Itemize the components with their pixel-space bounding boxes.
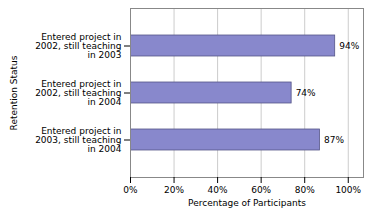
svg-text:100%: 100%: [335, 185, 361, 195]
svg-text:40%: 40%: [208, 185, 228, 195]
svg-text:Entered project in2002, still: Entered project in2002, still teachingin…: [35, 79, 122, 107]
svg-text:Entered project in2003, still: Entered project in2003, still teachingin…: [35, 126, 122, 154]
svg-text:94%: 94%: [339, 41, 359, 51]
svg-text:60%: 60%: [251, 185, 271, 195]
svg-text:Percentage of Participants: Percentage of Participants: [188, 198, 306, 208]
svg-text:20%: 20%: [164, 185, 184, 195]
svg-text:Retention Status: Retention Status: [9, 55, 19, 130]
svg-text:87%: 87%: [324, 135, 344, 145]
svg-text:74%: 74%: [296, 88, 316, 98]
svg-text:80%: 80%: [295, 185, 315, 195]
svg-text:0%: 0%: [123, 185, 138, 195]
svg-text:Entered project in2002, still: Entered project in2002, still teachingin…: [35, 32, 121, 60]
